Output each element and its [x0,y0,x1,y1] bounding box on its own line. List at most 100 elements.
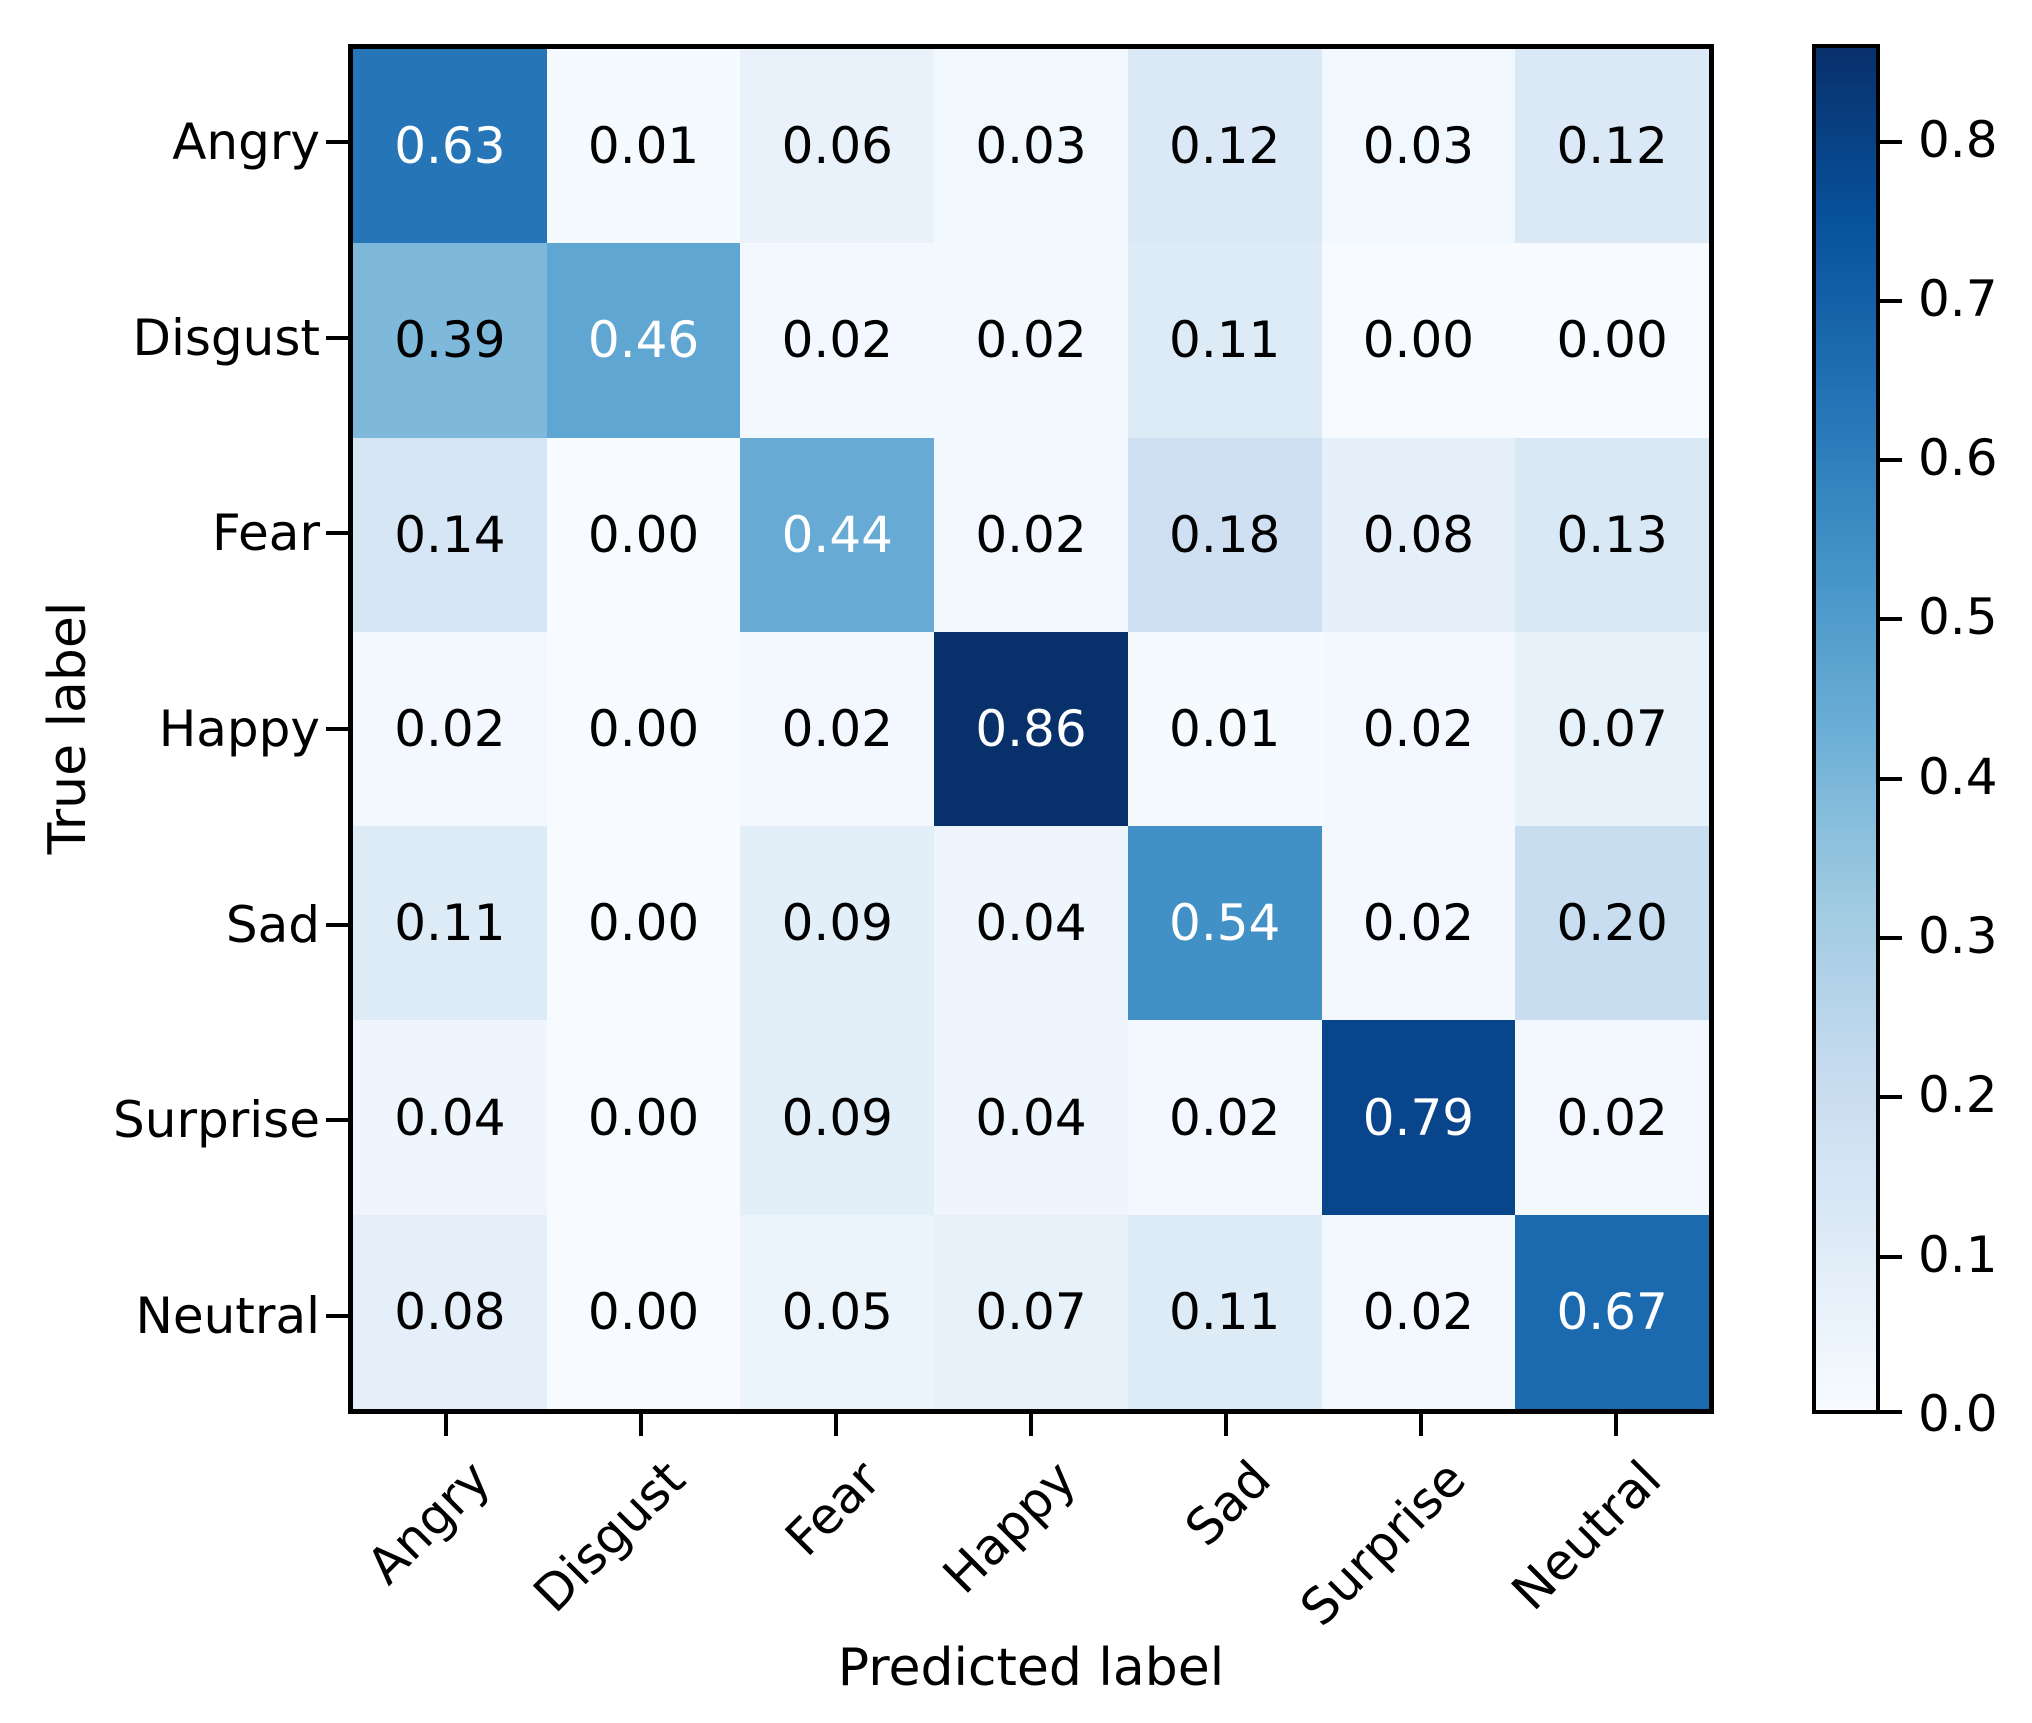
heatmap-cell: 0.00 [546,1020,741,1215]
heatmap-cell: 0.12 [1515,49,1709,244]
colorbar-tick [1880,458,1902,463]
heatmap-cell: 0.00 [546,437,741,632]
colorbar-tick-label: 0.2 [1918,1066,1998,1125]
heatmap-cell: 0.02 [740,243,935,438]
heatmap-cell: 0.08 [353,1214,547,1409]
heatmap-cell: 0.44 [740,437,935,632]
heatmap-cell: 0.20 [1515,826,1709,1021]
heatmap-cell: 0.02 [740,631,935,827]
heatmap-cell: 0.01 [546,49,741,244]
heatmap-cell: 0.09 [740,1020,935,1215]
y-tick [326,531,348,536]
colorbar-tick [1880,1254,1902,1259]
heatmap-cell: 0.54 [1127,826,1322,1021]
heatmap-cell: 0.18 [1127,437,1322,632]
heatmap-cell: 0.13 [1515,437,1709,632]
x-tick [833,1414,838,1436]
heatmap-cell: 0.04 [353,1020,547,1215]
x-tick-label: Disgust [522,1449,697,1624]
x-tick-label: Sad [1174,1449,1282,1558]
heatmap-cell: 0.06 [740,49,935,244]
colorbar-tick-label: 0.3 [1918,907,1998,966]
heatmap-cell: 0.11 [1127,243,1322,438]
y-tick-label: Happy [158,700,320,758]
heatmap-cell: 0.04 [934,1020,1128,1215]
y-tick [326,1118,348,1123]
colorbar-tick [1880,776,1902,781]
heatmap-cell: 0.00 [546,826,741,1021]
colorbar [1812,44,1880,1414]
heatmap-cell: 0.02 [1321,826,1516,1021]
heatmap-cell: 0.09 [740,826,935,1021]
heatmap-cell: 0.00 [1515,243,1709,438]
heatmap-cell: 0.39 [353,243,547,438]
y-tick [326,1314,348,1319]
y-tick [326,727,348,731]
colorbar-tick [1880,1095,1902,1100]
heatmap-cell: 0.02 [1127,1020,1322,1215]
heatmap-cell: 0.07 [1515,631,1709,827]
colorbar-tick-label: 0.1 [1918,1225,1998,1284]
colorbar-tick-label: 0.5 [1918,588,1998,647]
colorbar-tick-label: 0.7 [1918,269,1998,328]
y-tick-label: Sad [225,895,320,954]
x-tick-label: Angry [355,1449,502,1596]
heatmap-cell: 0.02 [353,631,547,827]
heatmap-cell: 0.05 [740,1214,935,1409]
x-tick [443,1414,448,1436]
heatmap-cell: 0.11 [1127,1214,1322,1409]
heatmap-cell: 0.08 [1321,437,1516,632]
y-tick-label: Angry [172,112,320,171]
heatmap-plot-area: 0.63 0.01 0.06 0.03 0.12 0.03 0.12 0.39 0.46 0.02… [348,44,1714,1414]
heatmap-cell: 0.00 [546,631,741,827]
heatmap-cell: 0.11 [353,826,547,1021]
x-axis-title: Predicted label [837,1638,1225,1698]
heatmap-cell: 0.63 [353,49,547,244]
x-tick [1419,1414,1424,1436]
heatmap-cell: 0.01 [1127,631,1322,827]
heatmap-cell: 0.79 [1321,1020,1516,1215]
colorbar-tick [1880,1410,1902,1414]
x-tick-label: Surprise [1289,1449,1478,1638]
heatmap-cell: 0.46 [546,243,741,438]
heatmap-cell: 0.02 [1515,1020,1709,1215]
colorbar-tick-label: 0.6 [1918,429,1998,488]
heatmap-cell: 0.04 [934,826,1128,1021]
colorbar-tick-label: 0.0 [1918,1385,1998,1443]
y-tick-label: Neutral [135,1287,320,1346]
colorbar-tick [1880,139,1902,144]
colorbar-tick-label: 0.8 [1918,110,1998,169]
heatmap-cell: 0.00 [1321,243,1516,438]
colorbar-tick [1880,298,1902,303]
heatmap-cell: 0.02 [1321,1214,1516,1409]
y-tick-label: Disgust [132,308,320,367]
y-tick-label: Surprise [113,1091,320,1150]
x-tick-label: Neutral [1500,1449,1673,1622]
heatmap-cell: 0.02 [1321,631,1516,827]
heatmap-cell: 0.86 [934,631,1128,827]
x-tick-label: Happy [931,1449,1087,1605]
colorbar-tick [1880,936,1902,941]
x-tick [1224,1414,1229,1436]
heatmap-cell: 0.12 [1127,49,1322,244]
y-tick [326,335,348,340]
heatmap-cell: 0.03 [1321,49,1516,244]
heatmap-cell: 0.03 [934,49,1128,244]
colorbar-tick-label: 0.4 [1918,747,1998,806]
colorbar-tick [1880,617,1902,622]
heatmap-cell: 0.02 [934,437,1128,632]
heatmap-cell: 0.02 [934,243,1128,438]
heatmap-cell: 0.67 [1515,1214,1709,1409]
x-tick [1614,1414,1619,1436]
heatmap-cell: 0.07 [934,1214,1128,1409]
heatmap-cell: 0.00 [546,1214,741,1409]
x-tick [638,1414,643,1436]
x-tick [1029,1414,1033,1436]
x-tick-label: Fear [774,1449,892,1568]
y-tick [326,139,348,144]
y-axis-title: True label [38,601,98,855]
y-tick [326,922,348,927]
heatmap-cell: 0.14 [353,437,547,632]
y-tick-label: Fear [212,504,320,563]
